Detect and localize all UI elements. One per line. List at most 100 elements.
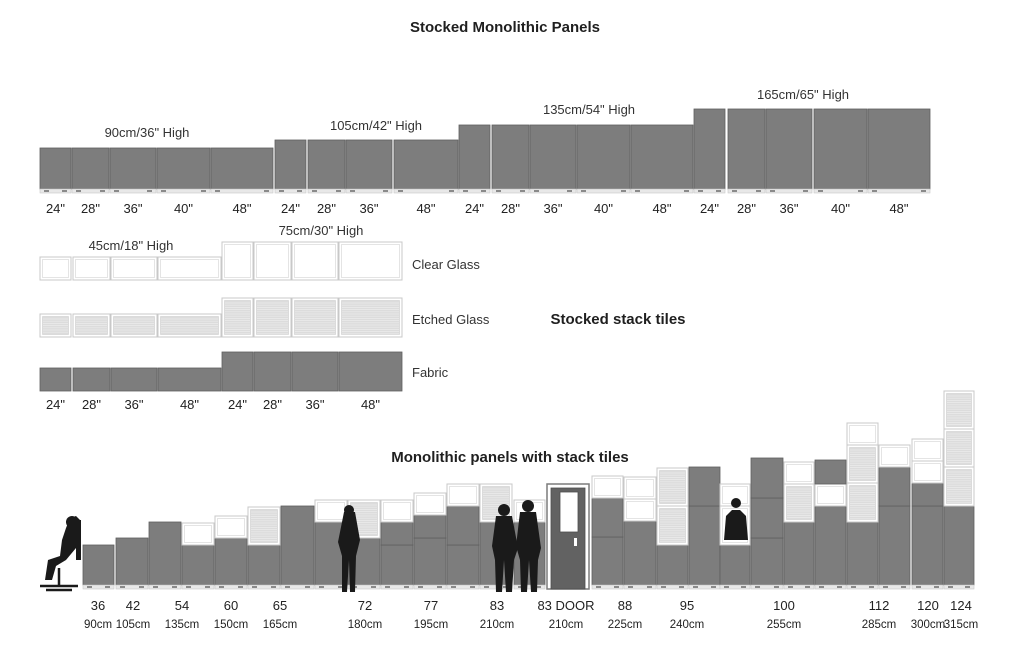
height-cm-label: 150cm [214,619,249,631]
glass-inner-frame [113,259,155,278]
fabric-tile [39,367,72,392]
stack-fabric [623,520,657,586]
height-cm-label: 240cm [670,619,705,631]
etched-glass-fill [946,431,972,465]
panel-base [576,188,631,194]
panel-foot [581,190,586,192]
panel-base [491,188,530,194]
panel-foot [965,586,970,588]
panel-foot [398,190,403,192]
panel-base [71,188,110,194]
panel-base [82,584,115,590]
height-inches-label: 42 [126,598,140,613]
panel-base [393,188,459,194]
panel-foot [201,190,206,192]
stack-fabric [688,466,721,507]
stack-fabric [656,544,689,586]
panel-foot [451,586,456,588]
glass-inner-frame [383,502,411,520]
panel-foot [350,190,355,192]
panel-foot [628,586,633,588]
stack-fabric [82,544,115,586]
panel-base [380,584,414,590]
panel-base [727,188,766,194]
door-handle [574,538,577,546]
height-inches-label: 112 [869,598,890,613]
panel-foot [44,190,49,192]
panel-foot [297,190,302,192]
height-inches-label: 100 [773,598,795,613]
panel-foot [484,586,489,588]
glass-inner-frame [722,508,748,543]
stack-fabric [943,505,975,586]
monolithic-panel [765,108,813,190]
panel-foot [114,190,119,192]
stack-fabric [783,521,815,586]
panel-foot [679,586,684,588]
panel-base [911,584,944,590]
monolithic-panel [39,147,72,190]
etched-glass-fill [946,469,972,504]
panel-base [109,188,157,194]
width-label: 24" [700,201,719,216]
panel-foot [756,190,761,192]
stack-fabric [814,505,847,586]
height-inches-label: 88 [618,598,632,613]
panel-foot [520,190,525,192]
panel-foot [934,586,939,588]
panel-foot [819,586,824,588]
glass-inner-frame [294,244,336,278]
glass-inner-frame [849,425,876,443]
etched-glass-fill [786,486,812,520]
monolithic-panel [867,108,931,190]
width-label: 48" [361,397,380,412]
panel-base [446,584,480,590]
width-label: 24" [228,397,247,412]
panel-base [867,188,931,194]
panel-foot [87,586,92,588]
stack-fabric [911,482,944,507]
chair-back [76,520,81,560]
height-cm-label: 135cm [165,619,200,631]
door-window [559,491,579,533]
panel-base [783,584,815,590]
height-inches-label: 65 [273,598,287,613]
panel-foot [215,190,220,192]
mono-stack-title: Monolithic panels with stack tiles [391,449,629,466]
stack-fabric [115,537,149,586]
fabric-tile [253,351,292,392]
panel-foot [312,190,317,192]
stack-fabric [750,497,784,539]
panel-foot [818,190,823,192]
stack-fabric [413,514,447,539]
fabric-tile [291,351,339,392]
monolithic-panel [345,139,393,190]
width-label: 28" [317,201,336,216]
height-inches-label: 77 [424,598,438,613]
panel-base [156,188,211,194]
monolithic-panel [727,108,766,190]
panel-foot [252,586,257,588]
clear-glass-tile [413,492,447,516]
height-labels: 36 90cm 42 105cm 54 135cm 60 150cm 65 165cm 72 180c… [84,598,978,631]
glass-inner-frame [817,486,844,504]
group-label-90cm: 90cm/36" High [105,125,190,140]
stack-fabric [446,505,480,546]
panel-foot [858,190,863,192]
panel-foot [404,586,409,588]
stack-fabric [247,544,281,586]
etched-glass-fill [849,485,876,520]
panel-base [750,584,784,590]
etched-glass-fill [224,300,251,335]
panel-base [280,584,315,590]
panel-base [214,584,248,590]
clear-glass-tile [214,515,248,539]
glass-inner-frame [341,244,400,278]
panel-foot [437,586,442,588]
stack-fabric [446,544,480,586]
panel-foot [732,190,737,192]
glass-inner-frame [184,525,212,543]
panel-base [878,584,911,590]
stack-fabric [380,544,414,586]
glass-inner-frame [786,464,812,482]
